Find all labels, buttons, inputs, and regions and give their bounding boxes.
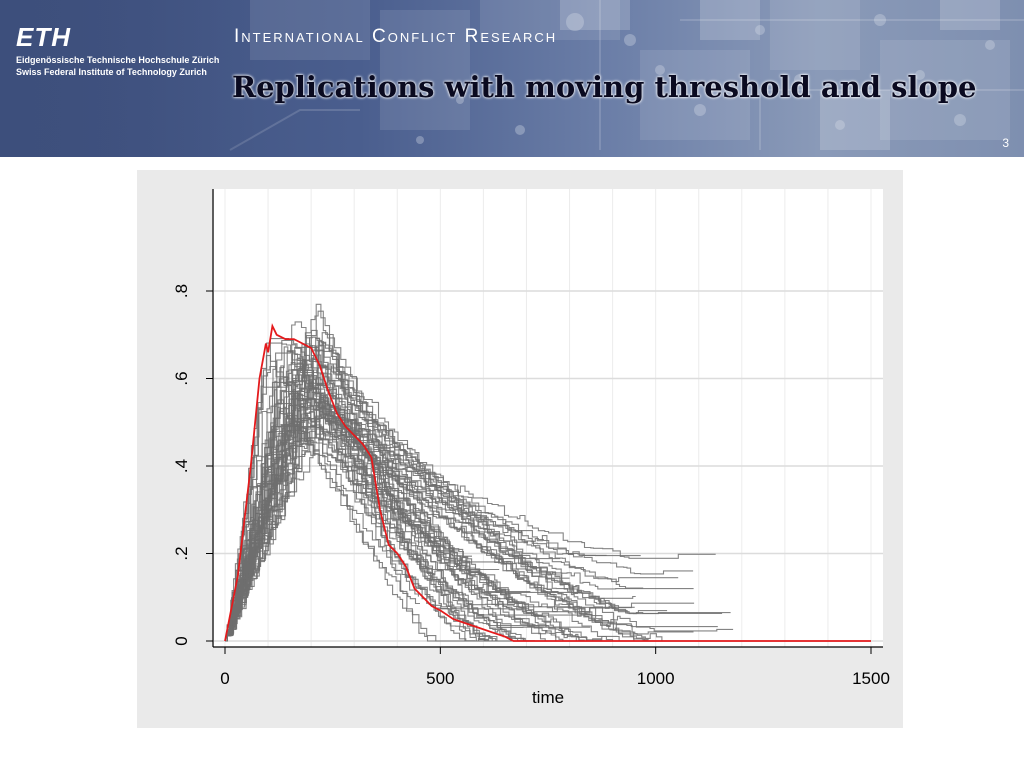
replication-line xyxy=(225,397,695,642)
x-tick-label: 1000 xyxy=(637,669,675,688)
institution-line-1: Eidgenössische Technische Hochschule Zür… xyxy=(16,55,220,65)
x-tick-label: 500 xyxy=(426,669,454,688)
x-tick-label: 0 xyxy=(220,669,229,688)
replication-line xyxy=(225,360,575,642)
highlight-series xyxy=(224,323,871,642)
highlight-line xyxy=(224,323,871,642)
y-tick-label: 0 xyxy=(172,636,191,645)
replication-lines xyxy=(225,303,734,642)
replication-line xyxy=(225,392,505,642)
y-tick-label: .8 xyxy=(172,284,191,298)
y-tick-label: .2 xyxy=(172,546,191,560)
eth-logo: ETH xyxy=(16,22,71,52)
replication-line xyxy=(225,423,661,642)
replication-line xyxy=(225,369,644,642)
y-tick-label: .6 xyxy=(172,371,191,385)
line-chart: 0 500 1000 1500 0 .2 .4 .6 .8 time xyxy=(172,189,890,707)
replication-line xyxy=(225,374,643,642)
replication-line xyxy=(225,363,570,642)
replication-line xyxy=(225,362,694,642)
chart-frame: 0 500 1000 1500 0 .2 .4 .6 .8 time xyxy=(137,170,903,728)
replication-line xyxy=(225,406,558,642)
replication-line xyxy=(225,338,572,642)
page-number: 3 xyxy=(1002,136,1009,150)
x-ticks: 0 500 1000 1500 xyxy=(220,647,890,688)
replication-line xyxy=(225,403,591,642)
header-banner: ETH Eidgenössische Technische Hochschule… xyxy=(0,0,1024,157)
department-name: International Conflict Research xyxy=(234,26,558,47)
replication-line xyxy=(225,303,601,642)
x-tick-label: 1500 xyxy=(852,669,890,688)
replication-line xyxy=(225,343,731,642)
institution-line-2: Swiss Federal Institute of Technology Zu… xyxy=(16,67,207,77)
x-axis-label: time xyxy=(532,688,564,707)
slide-title: Replications with moving threshold and s… xyxy=(232,70,977,104)
institution-name: Eidgenössische Technische Hochschule Zür… xyxy=(16,54,219,78)
replication-line xyxy=(225,339,607,642)
y-ticks: 0 .2 .4 .6 .8 xyxy=(172,284,213,646)
y-tick-label: .4 xyxy=(172,459,191,473)
circuit-board-decoration xyxy=(0,0,1024,157)
replication-line xyxy=(225,392,682,642)
